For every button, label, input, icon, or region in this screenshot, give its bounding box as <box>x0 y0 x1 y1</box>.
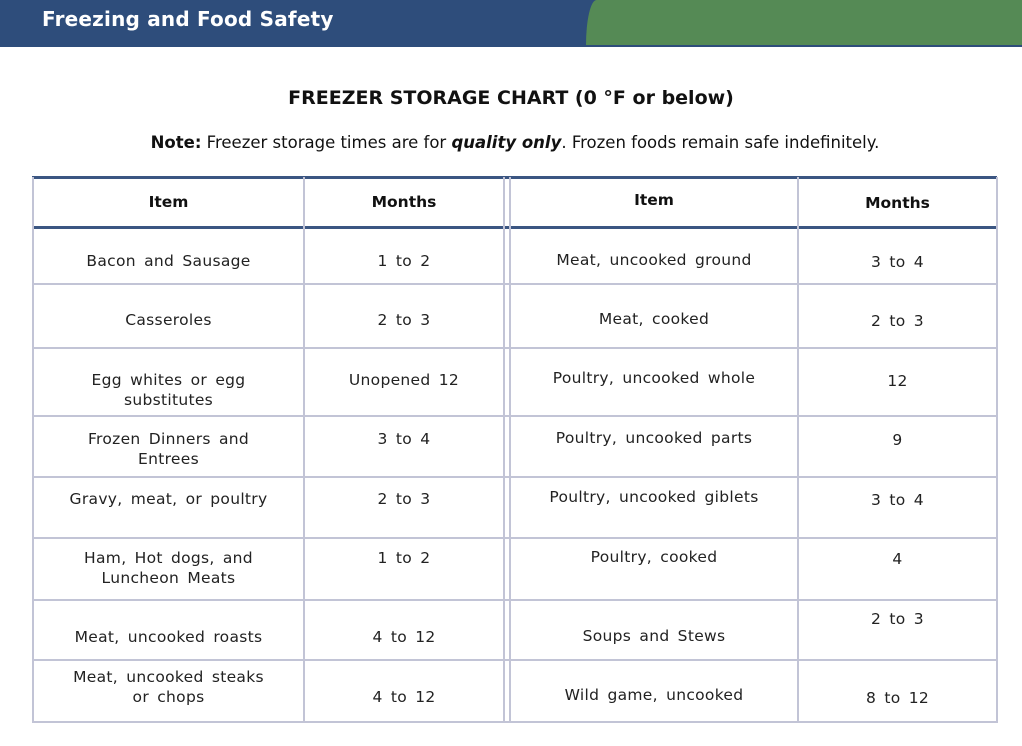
row-divider <box>32 415 997 417</box>
item-cell: Bacon and Sausage <box>86 252 251 270</box>
months-cell: 3 to 4 <box>377 430 431 448</box>
row-divider <box>32 476 997 478</box>
row-divider <box>32 659 997 661</box>
header-months: Months <box>865 194 930 212</box>
months-cell: 2 to 3 <box>871 312 924 330</box>
item-cell: Meat, cooked <box>598 310 710 328</box>
item-cell: Poultry, uncooked parts <box>555 429 753 447</box>
note-emphasis: quality only <box>451 133 562 152</box>
months-cell: 4 <box>892 550 903 568</box>
item-cell: Meat, uncooked roasts <box>74 628 263 646</box>
months-cell: 4 to 12 <box>372 628 436 646</box>
item-cell: Poultry, uncooked giblets <box>549 488 759 506</box>
months-cell: 2 to 3 <box>377 490 431 508</box>
item-cell: Wild game, uncooked <box>564 686 744 704</box>
months-cell: 2 to 3 <box>871 610 924 628</box>
item-cell: Poultry, cooked <box>590 548 718 566</box>
table-bottom-border <box>32 721 997 723</box>
months-cell: 8 to 12 <box>865 689 930 707</box>
item-cell: Meat, uncooked ground <box>556 251 752 269</box>
item-line: Frozen Dinners and <box>87 430 250 448</box>
item-line: Meat, uncooked steaks <box>73 668 264 686</box>
col-divider <box>32 177 34 723</box>
item-line: substitutes <box>123 391 214 409</box>
item-cell: Frozen Dinners and Entrees <box>34 429 303 469</box>
header-banner-accent <box>586 0 1022 45</box>
item-line: Entrees <box>138 450 199 468</box>
row-divider <box>32 283 997 285</box>
row-divider <box>32 347 997 349</box>
item-cell: Poultry, uncooked whole <box>552 369 756 387</box>
months-cell: 3 to 4 <box>871 491 924 509</box>
note-text-end: . Frozen foods remain safe indefinitely. <box>561 133 880 152</box>
col-divider <box>503 177 505 723</box>
header-bottom-border <box>32 226 997 229</box>
months-cell: 9 <box>892 431 903 449</box>
item-line: or chops <box>132 688 205 706</box>
table-top-border <box>32 176 997 179</box>
months-cell: 2 to 3 <box>377 311 431 329</box>
months-cell: 4 to 12 <box>372 688 436 706</box>
item-cell: Gravy, meat, or poultry <box>69 490 268 508</box>
note: Note: Freezer storage times are for qual… <box>0 133 1022 152</box>
note-text: Freezer storage times are for <box>201 133 452 152</box>
item-cell: Meat, uncooked steaks or chops <box>34 667 303 707</box>
page-title: FREEZER STORAGE CHART (0 °F or below) <box>288 87 734 109</box>
header-months: Months <box>371 193 437 211</box>
header-item: Item <box>148 193 189 211</box>
header-item: Item <box>634 191 674 209</box>
row-divider <box>32 537 997 539</box>
note-label: Note: <box>150 133 202 152</box>
row-divider <box>32 599 997 601</box>
col-divider <box>996 177 998 723</box>
months-cell: 12 <box>887 372 908 390</box>
months-cell: 3 to 4 <box>871 253 924 271</box>
months-cell: 1 to 2 <box>377 549 431 567</box>
item-cell: Casseroles <box>125 311 212 329</box>
col-divider <box>509 177 511 723</box>
banner-title: Freezing and Food Safety <box>42 7 334 31</box>
months-cell: Unopened 12 <box>348 371 460 389</box>
item-cell: Ham, Hot dogs, and Luncheon Meats <box>34 548 303 588</box>
item-line: Egg whites or egg <box>91 371 246 389</box>
item-cell: Soups and Stews <box>582 627 726 645</box>
col-divider <box>303 177 305 723</box>
item-cell: Egg whites or egg substitutes <box>34 370 303 410</box>
item-line: Luncheon Meats <box>101 569 236 587</box>
item-line: Ham, Hot dogs, and <box>84 549 253 567</box>
col-divider <box>797 177 799 723</box>
months-cell: 1 to 2 <box>377 252 431 270</box>
